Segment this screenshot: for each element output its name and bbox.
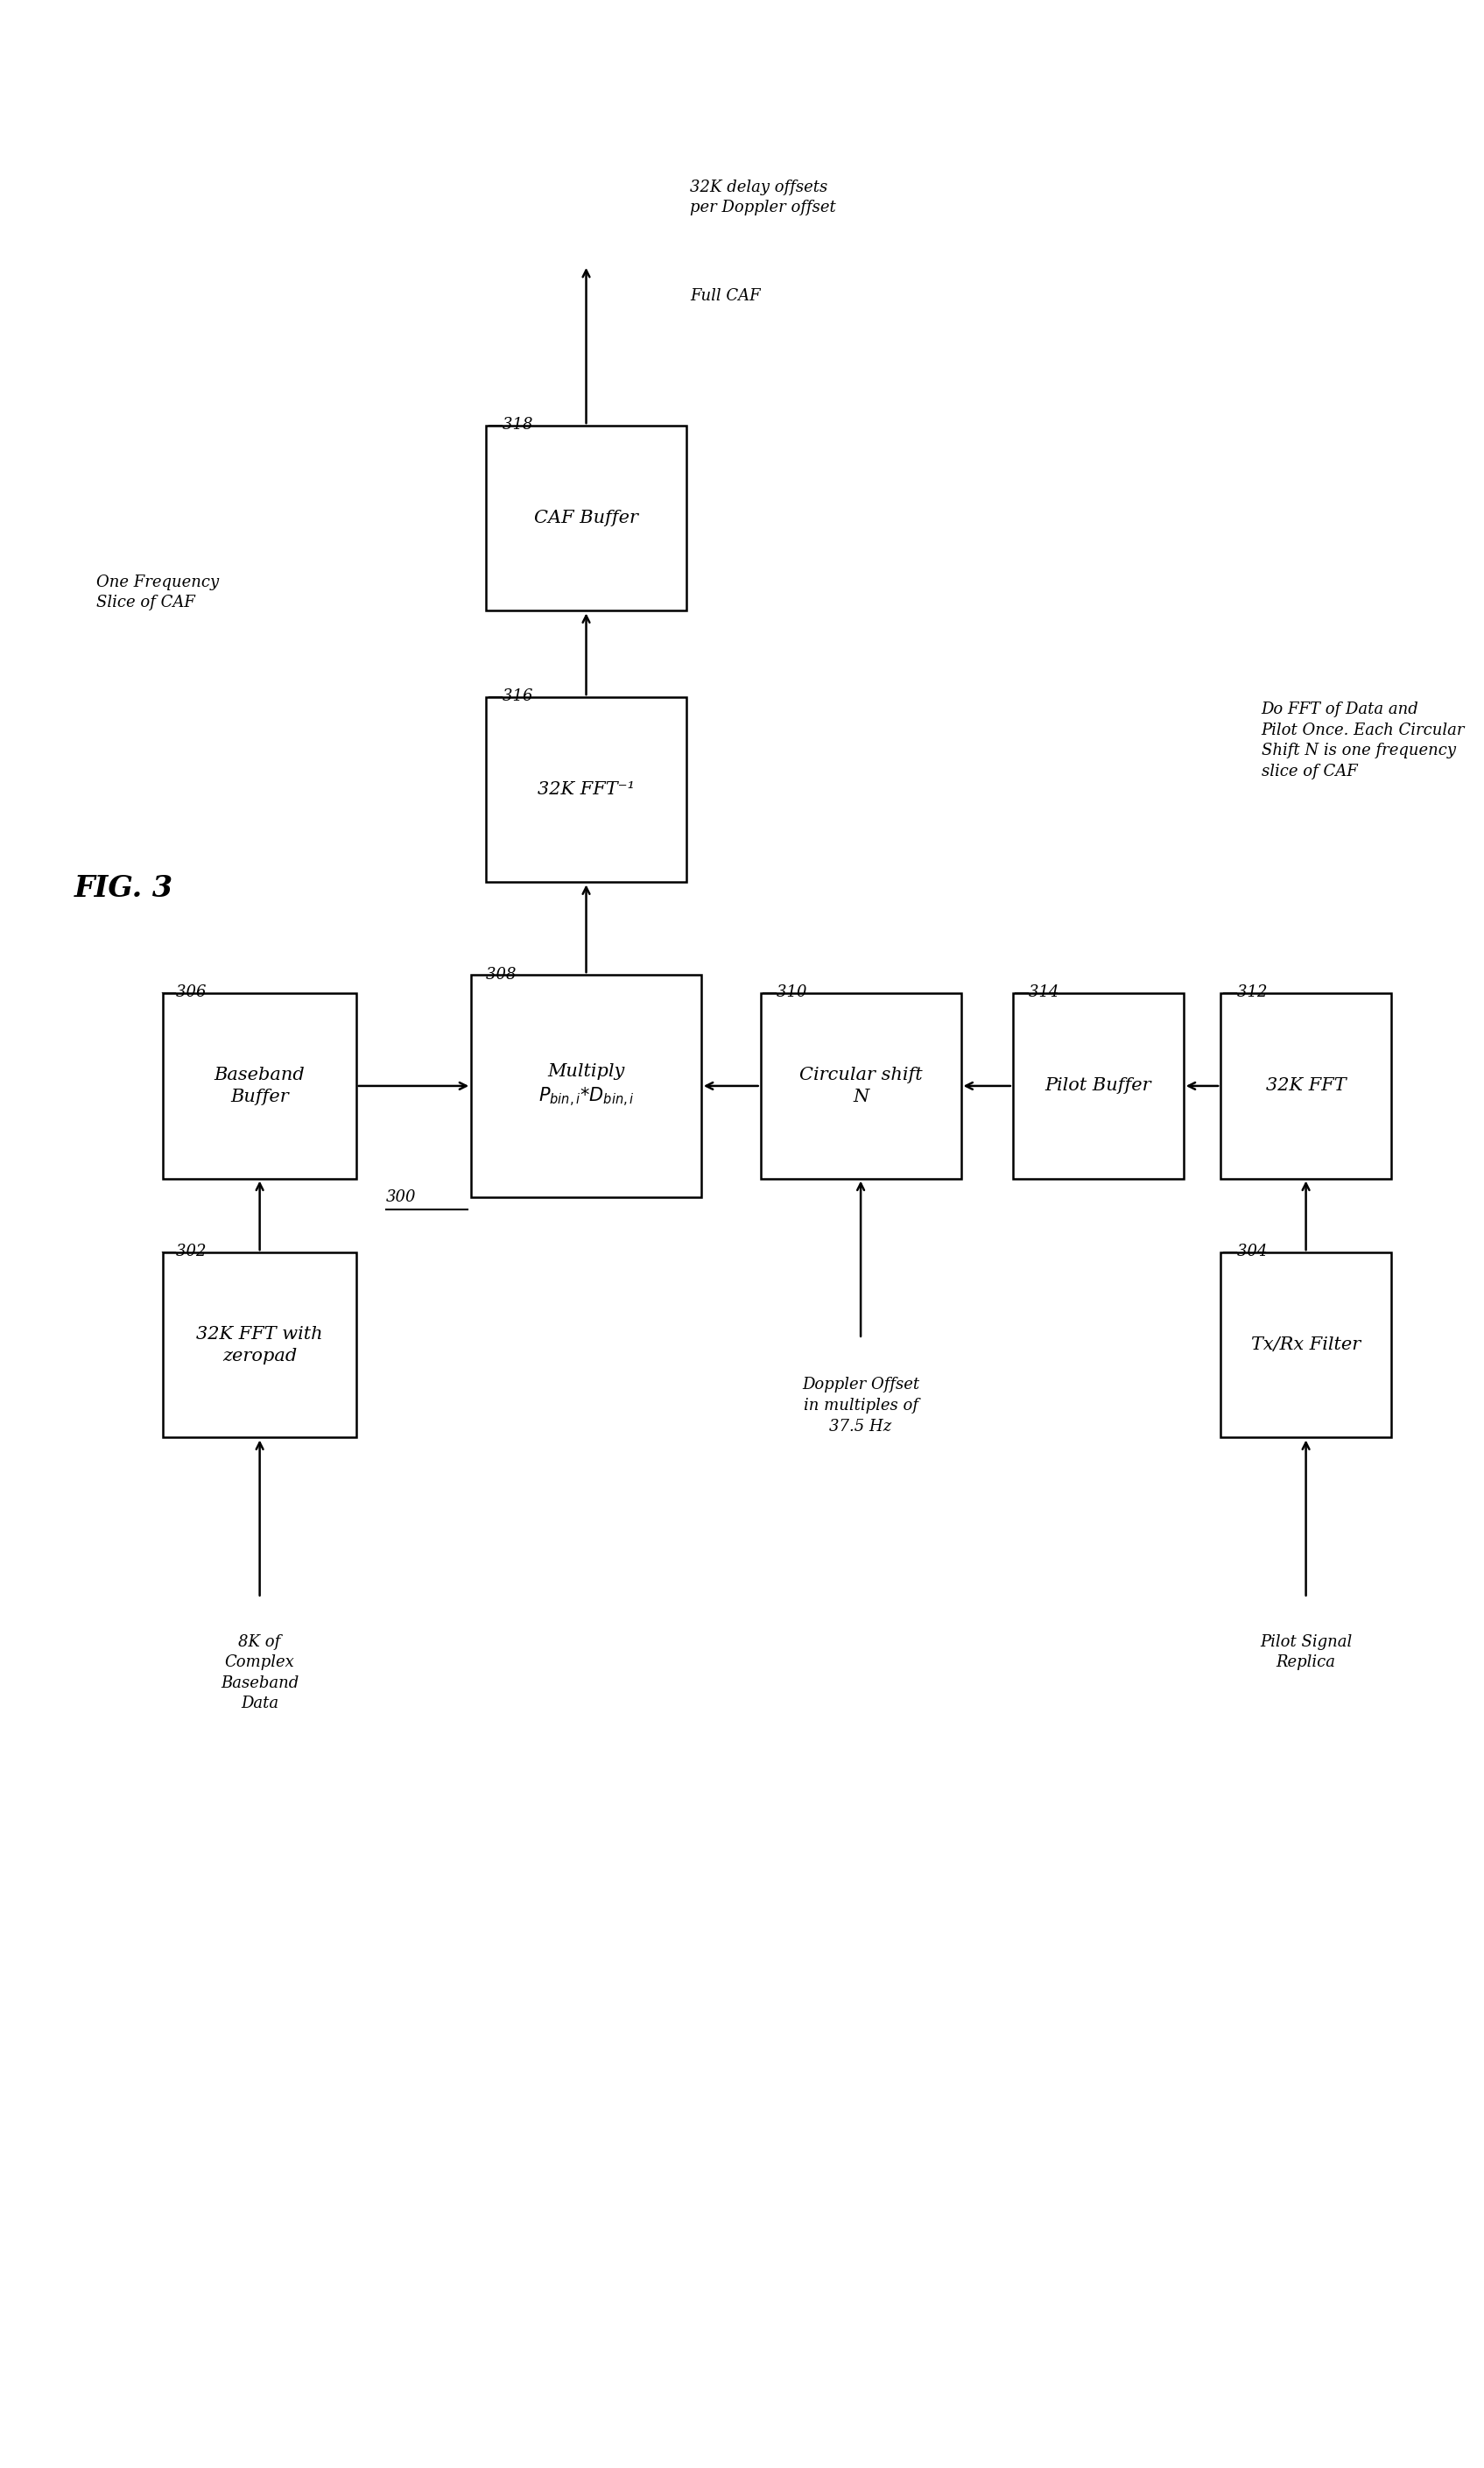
- Bar: [1220, 992, 1392, 1177]
- Text: —316: —316: [487, 689, 533, 703]
- Text: 32K FFT⁻¹: 32K FFT⁻¹: [537, 782, 635, 797]
- Text: Baseband
Buffer: Baseband Buffer: [214, 1066, 306, 1106]
- Text: CAF Buffer: CAF Buffer: [534, 511, 638, 526]
- Text: Pilot Buffer: Pilot Buffer: [1045, 1079, 1152, 1093]
- Text: Multiply
$P_{bin,i}$$*D_{bin,i}$: Multiply $P_{bin,i}$$*D_{bin,i}$: [539, 1064, 634, 1108]
- Text: Doppler Offset
in multiples of
37.5 Hz: Doppler Offset in multiples of 37.5 Hz: [801, 1377, 920, 1434]
- Text: —314: —314: [1014, 985, 1060, 1000]
- Text: 32K FFT with
zeropad: 32K FFT with zeropad: [196, 1325, 324, 1365]
- Bar: [1012, 992, 1184, 1177]
- Text: Do FFT of Data and
Pilot Once. Each Circular
Shift N is one frequency
slice of C: Do FFT of Data and Pilot Once. Each Circ…: [1261, 701, 1465, 780]
- Text: Pilot Signal
Replica: Pilot Signal Replica: [1260, 1634, 1352, 1671]
- Bar: [760, 992, 960, 1177]
- Text: 32K FFT: 32K FFT: [1266, 1079, 1346, 1093]
- Bar: [163, 992, 356, 1177]
- Text: 32K delay offsets
per Doppler offset: 32K delay offsets per Doppler offset: [690, 180, 835, 215]
- Text: FIG. 3: FIG. 3: [74, 874, 174, 903]
- Text: Full CAF: Full CAF: [690, 289, 761, 304]
- Bar: [1220, 1251, 1392, 1436]
- Bar: [163, 1251, 356, 1436]
- Text: 8K of
Complex
Baseband
Data: 8K of Complex Baseband Data: [221, 1634, 298, 1713]
- Bar: [487, 696, 687, 881]
- Text: One Frequency
Slice of CAF: One Frequency Slice of CAF: [96, 575, 220, 610]
- Text: —304: —304: [1221, 1244, 1267, 1259]
- Bar: [487, 424, 687, 610]
- Text: 300: 300: [386, 1190, 416, 1204]
- Text: —318: —318: [487, 417, 533, 432]
- Text: —308: —308: [470, 967, 516, 982]
- Text: —310: —310: [761, 985, 807, 1000]
- Bar: [472, 975, 702, 1197]
- Text: —312: —312: [1221, 985, 1267, 1000]
- Text: Circular shift
N: Circular shift N: [800, 1066, 922, 1106]
- Text: —302: —302: [160, 1244, 206, 1259]
- Text: —306: —306: [160, 985, 206, 1000]
- Text: Tx/Rx Filter: Tx/Rx Filter: [1251, 1338, 1361, 1352]
